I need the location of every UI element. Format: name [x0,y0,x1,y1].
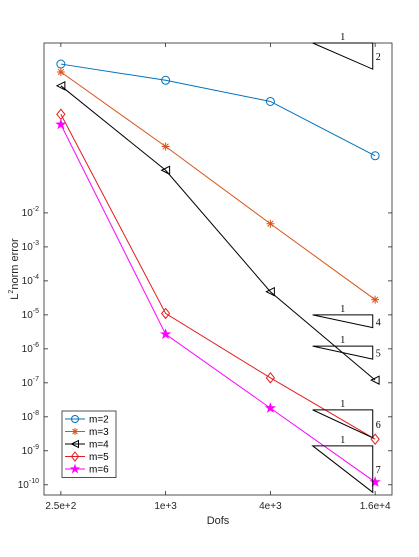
asterisk-marker [71,428,79,435]
legend-entry: m=2 [65,415,109,426]
slope-triangle-shape [311,445,374,494]
slope-triangle-shape [312,42,374,70]
y-tick-label: 10-6 [22,342,39,355]
series-line [60,63,376,157]
star-marker [264,402,277,413]
x-tick-label: 1e+3 [154,501,177,512]
triangle-marker [70,439,79,449]
slope-triangle: 15 [312,335,381,360]
slope-rise-label: 6 [376,420,381,431]
series-m=6 [55,118,381,487]
triangle-marker [370,375,380,385]
series-m=3 [56,68,380,304]
slope-triangle-shape [312,409,374,439]
star-marker [69,463,81,474]
diamond-marker [160,307,171,320]
series-m=5 [56,108,380,445]
slope-run-label: 1 [340,399,345,410]
slope-triangle: 14 [312,304,381,329]
legend-entry: m=5 [65,451,109,463]
svg-text:L2norm error: L2norm error [8,238,21,300]
y-axis-label: L2norm error [8,238,21,300]
slope-triangle-shape [312,345,374,360]
legend-label: m=5 [89,452,109,463]
legend-label: m=4 [89,440,109,451]
star-marker [369,476,381,487]
y-tick-label: 10-7 [22,376,39,389]
circle-marker [265,96,275,106]
star-marker [159,328,172,339]
triangle-marker [55,80,66,91]
slope-run-label: 1 [340,32,345,43]
y-tick-label: 10-5 [22,308,39,321]
y-axis-label-rest: norm error [9,238,21,290]
series-line [60,85,376,381]
triangle-marker [265,286,275,297]
series-line [60,124,376,483]
diamond-marker [265,372,276,384]
asterisk-marker [56,68,65,77]
legend-label: m=2 [89,415,109,426]
diamond-marker [70,451,80,462]
slope-rise-label: 2 [376,52,381,63]
y-axis-label-sup: 2 [8,290,15,294]
circle-marker [71,415,79,423]
legend-entry: m=3 [65,427,109,438]
y-tick-label: 10-10 [18,478,39,491]
y-tick-label: 10-2 [22,206,39,219]
series-line [60,71,376,301]
x-tick-label: 4e+3 [259,501,282,512]
y-tick-label: 10-9 [22,444,39,457]
slope-rise-label: 7 [376,465,381,476]
axis-ticks: 2.5e+2 1e+3 4e+3 1.6e+4 10-10 10-9 10-8 10-7 10-… [18,43,392,512]
series-line [60,114,376,440]
x-tick-label: 2.5e+2 [45,501,76,512]
y-tick-label: 10-3 [22,240,39,253]
legend-entry: m=6 [65,463,109,476]
legend-entry: m=4 [65,440,109,451]
slope-rise-label: 5 [376,349,381,360]
y-tick-label: 10-4 [22,274,39,287]
slope-rise-label: 4 [376,317,381,328]
legend: m=2m=3 m=4m=5 m=6 [61,410,117,478]
asterisk-marker [161,142,170,151]
asterisk-marker [266,219,275,228]
x-tick-label: 1.6e+4 [360,501,391,512]
slope-triangle: 16 [312,399,381,439]
legend-label: m=3 [89,427,109,438]
y-axis-label-base: L [9,294,21,300]
series-layer [55,59,381,487]
triangle-marker [160,165,171,176]
slope-run-label: 1 [340,304,345,315]
asterisk-marker [371,295,380,304]
legend-label: m=6 [89,465,109,476]
x-axis-label: Dofs [207,515,230,527]
star-marker [55,118,67,130]
slope-run-label: 1 [340,435,345,446]
slope-triangle-shape [312,314,374,329]
circle-marker [370,151,380,161]
slope-run-label: 1 [340,335,345,346]
series-m=4 [55,80,380,385]
slope-triangle: 12 [312,32,381,70]
series-m=2 [56,59,380,161]
y-tick-label: 10-8 [22,410,39,423]
slope-triangle: 17 [311,435,381,494]
circle-marker [161,75,171,85]
